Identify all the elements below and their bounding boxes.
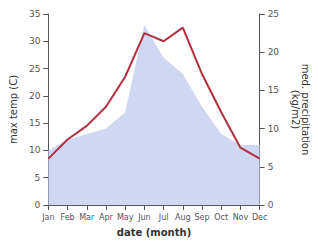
- svg-text:Sep: Sep: [194, 213, 209, 222]
- svg-text:20: 20: [29, 91, 41, 101]
- svg-text:May: May: [117, 213, 134, 222]
- svg-text:(kg/m2): (kg/m2): [290, 90, 301, 130]
- svg-text:Oct: Oct: [214, 213, 228, 222]
- svg-text:30: 30: [29, 36, 41, 46]
- svg-text:5: 5: [35, 173, 41, 183]
- svg-text:10: 10: [268, 124, 280, 134]
- svg-text:Feb: Feb: [60, 213, 74, 222]
- svg-text:date (month): date (month): [117, 227, 191, 238]
- svg-text:5: 5: [268, 162, 274, 172]
- svg-text:Dec: Dec: [252, 213, 267, 222]
- svg-text:Apr: Apr: [99, 213, 114, 222]
- svg-text:0: 0: [268, 200, 274, 210]
- svg-text:10: 10: [29, 145, 41, 155]
- svg-text:Jul: Jul: [158, 213, 169, 222]
- svg-text:0: 0: [35, 200, 41, 210]
- svg-text:35: 35: [29, 9, 40, 19]
- svg-text:20: 20: [268, 47, 280, 57]
- svg-text:25: 25: [268, 9, 279, 19]
- svg-text:max temp (C): max temp (C): [8, 75, 19, 144]
- svg-text:Jan: Jan: [41, 213, 54, 222]
- svg-text:Jun: Jun: [137, 213, 151, 222]
- svg-text:15: 15: [268, 85, 279, 95]
- svg-text:Nov: Nov: [233, 213, 249, 222]
- svg-text:Aug: Aug: [175, 213, 191, 222]
- svg-text:15: 15: [29, 118, 40, 128]
- svg-text:Mar: Mar: [79, 213, 95, 222]
- svg-text:25: 25: [29, 64, 40, 74]
- svg-text:med. precipitation: med. precipitation: [299, 63, 311, 156]
